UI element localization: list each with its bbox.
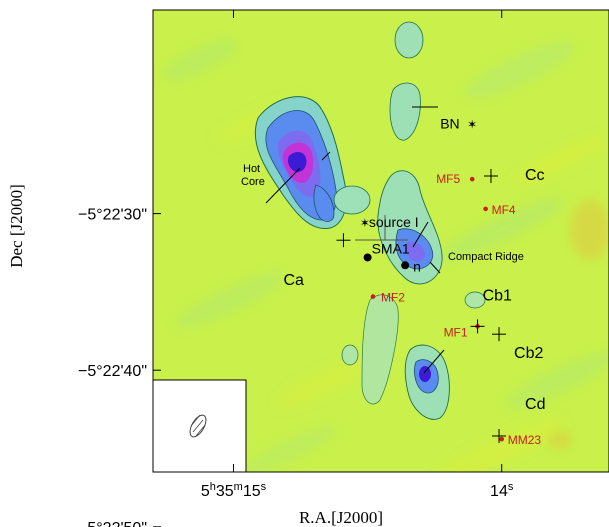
y-axis-title: Dec [J2000] (7, 184, 26, 268)
component-label-cb1: Cb1 (483, 287, 512, 304)
reference-crosshair (355, 215, 408, 241)
x-tick-label-1: 14s (490, 481, 514, 500)
source-label-mm23: MM23 (508, 433, 542, 447)
leader-lines (265, 106, 445, 374)
source-label-mf1: MF1 (444, 325, 468, 339)
source-marker-mf2 (370, 294, 376, 299)
source-label-bn: BN (440, 115, 459, 131)
emission-map (254, 21, 486, 420)
y-tick-label-0: −5°22'30" (78, 207, 147, 224)
x-tick-label-0: 5h35m15s (201, 481, 267, 500)
annotation-compact-ridge: Compact Ridge (448, 251, 524, 263)
source-marker-sma1 (363, 253, 372, 262)
source-label-sma1: SMA1 (372, 240, 410, 256)
source-label-mf4: MF4 (492, 203, 516, 217)
component-label-cc: Cc (525, 167, 545, 184)
plot-frame (152, 9, 609, 473)
y-tick-label-2: −5°22'50" (78, 520, 147, 527)
source-marker-bn: ✶ (467, 117, 477, 131)
source-marker-n (401, 261, 410, 270)
annotation-hot-core-line1: Hot Core (241, 163, 265, 188)
axes: 5h35m15s 14s −5°22'30" −5°22'40" −5°22'50" R.… (7, 10, 514, 527)
component-label-cd: Cd (525, 396, 545, 413)
source-label-source-i: source I (369, 214, 419, 230)
y-tick-label-1: −5°22'40" (78, 363, 147, 380)
component-label-ca: Ca (283, 272, 304, 289)
source-marker-mf4 (483, 206, 488, 212)
x-axis-title: R.A.[J2000] (299, 508, 383, 527)
component-markers: Ca Cc Cb1 Cb2 Cd (283, 167, 545, 443)
source-label-mf5: MF5 (436, 172, 460, 186)
source-marker-mm23 (499, 436, 505, 442)
source-label-n: n (413, 258, 421, 274)
source-label-mf2: MF2 (381, 291, 405, 305)
source-marker-source-i: ✶ (360, 216, 370, 230)
source-marker-mf5 (469, 176, 475, 182)
component-label-cb2: Cb2 (514, 345, 543, 362)
beam-inset (152, 379, 247, 473)
beam-ellipse (189, 414, 207, 438)
